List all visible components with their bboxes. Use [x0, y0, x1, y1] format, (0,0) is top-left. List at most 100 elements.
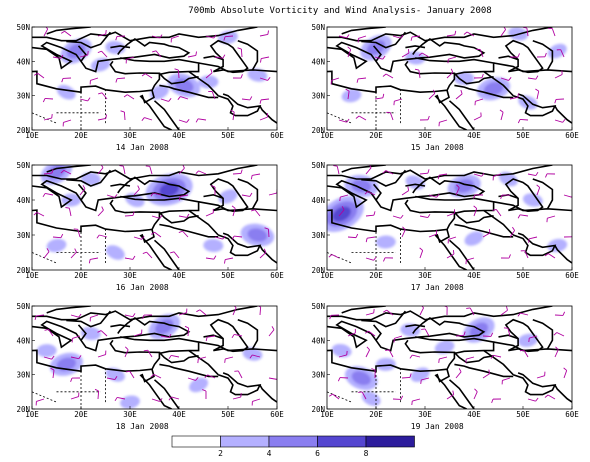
- coastline: [120, 336, 200, 355]
- wind-barb: [79, 54, 88, 58]
- map-panel: 20N 30N 40N 50N 10E 20E 30E 40E 50E 60E 17 Jan 200…: [311, 161, 579, 292]
- colorbar-label: 4: [267, 449, 272, 458]
- wind-barb-flag: [481, 172, 485, 177]
- coastline: [361, 31, 407, 49]
- wind-barb: [63, 119, 72, 123]
- wind-barb: [556, 332, 565, 337]
- wind-barb: [365, 349, 370, 358]
- wind-barb: [259, 77, 268, 81]
- wind-barb: [547, 215, 556, 219]
- vorticity-area: [332, 206, 351, 222]
- wind-barb: [419, 215, 428, 219]
- lon-label: 50E: [221, 410, 235, 419]
- wind-barb: [43, 28, 49, 37]
- wind-barb-flag: [249, 192, 253, 197]
- colorbar-swatch: [268, 435, 318, 448]
- lon-label: 50E: [221, 131, 235, 140]
- wind-barb-flag: [463, 31, 468, 35]
- vorticity-area: [547, 238, 568, 253]
- wind-barb-flag: [137, 185, 140, 190]
- wind-barb-flag: [60, 170, 65, 174]
- wind-barb-flag: [545, 173, 548, 178]
- wind-barb-flag: [481, 73, 484, 78]
- wind-barb: [394, 98, 403, 102]
- wind-barb: [392, 35, 401, 39]
- wind-barb-flag: [114, 397, 118, 402]
- coastline: [217, 93, 262, 117]
- wind-barb: [252, 398, 261, 402]
- wind-barb: [500, 112, 504, 121]
- wind-barb-flag: [452, 390, 455, 395]
- wind-barb: [455, 334, 465, 337]
- wind-barb-flag: [454, 30, 457, 35]
- wind-barb: [524, 250, 529, 259]
- wind-barb: [254, 209, 261, 217]
- wind-barb-flag: [419, 247, 423, 251]
- coastline: [483, 349, 514, 376]
- panel-date: 17 Jan 2008: [411, 283, 464, 292]
- wind-barb-flag: [195, 377, 199, 381]
- coastline: [77, 45, 87, 62]
- coastline: [32, 199, 161, 233]
- wind-barb-flag: [535, 171, 539, 176]
- wind-barb: [149, 166, 153, 175]
- coastline: [405, 183, 426, 187]
- coastline: [188, 209, 219, 236]
- colorbar-label: 8: [364, 449, 369, 458]
- coastlines: [32, 165, 277, 270]
- coastline: [159, 223, 219, 238]
- wind-barb: [331, 254, 340, 259]
- coastline: [203, 193, 224, 200]
- wind-barb-flag: [150, 231, 155, 235]
- wind-barb: [385, 170, 394, 175]
- coastline: [139, 369, 172, 409]
- wind-barb: [178, 215, 187, 218]
- wind-barb-flag: [517, 312, 521, 317]
- wind-barb: [347, 49, 352, 58]
- wind-barbs: [33, 165, 277, 264]
- wind-barb: [70, 356, 79, 360]
- wind-barb: [374, 97, 383, 100]
- vorticity-area: [464, 231, 484, 246]
- lat-label: 30N: [311, 371, 325, 380]
- coastline: [483, 209, 514, 236]
- wind-barb: [519, 118, 529, 121]
- wind-barb: [123, 111, 126, 121]
- lon-label: 50E: [221, 271, 235, 280]
- wind-barb: [388, 349, 394, 358]
- wind-barb-flag: [474, 388, 478, 393]
- wind-barb-flag: [96, 234, 100, 239]
- wind-barb-flag: [410, 36, 413, 41]
- coastline: [77, 183, 87, 201]
- lon-label: 40E: [172, 131, 186, 140]
- wind-barb: [97, 167, 104, 175]
- wind-barb: [469, 307, 475, 316]
- coastline: [453, 351, 494, 364]
- wind-barb-flag: [150, 192, 154, 197]
- wind-barb: [482, 373, 490, 379]
- wind-barb: [97, 33, 106, 37]
- wind-barb: [52, 236, 62, 239]
- vorticity-area: [351, 371, 371, 386]
- wind-barb: [394, 335, 403, 339]
- lat-label: 30N: [16, 371, 30, 380]
- wind-barb-flag: [364, 191, 369, 195]
- wind-barb: [97, 354, 106, 358]
- coastline: [498, 334, 519, 340]
- wind-barb: [259, 33, 268, 37]
- wind-barb-flag: [141, 235, 145, 240]
- coastline: [110, 324, 131, 328]
- wind-barb: [99, 234, 108, 238]
- map-panel: 20N 30N 40N 50N 10E 20E 30E 40E 50E 60E 14 Jan 200…: [16, 23, 284, 152]
- lat-label: 20N: [16, 126, 30, 135]
- wind-barb: [526, 28, 529, 37]
- wind-barb: [493, 173, 502, 177]
- vorticity-area: [80, 172, 101, 186]
- wind-barb-flag: [450, 68, 454, 73]
- wind-barb: [563, 370, 568, 379]
- coastline: [209, 178, 249, 213]
- wind-barb-flag: [114, 376, 118, 380]
- wind-barb: [419, 250, 424, 259]
- wind-barb: [232, 307, 237, 316]
- wind-barb: [527, 77, 536, 80]
